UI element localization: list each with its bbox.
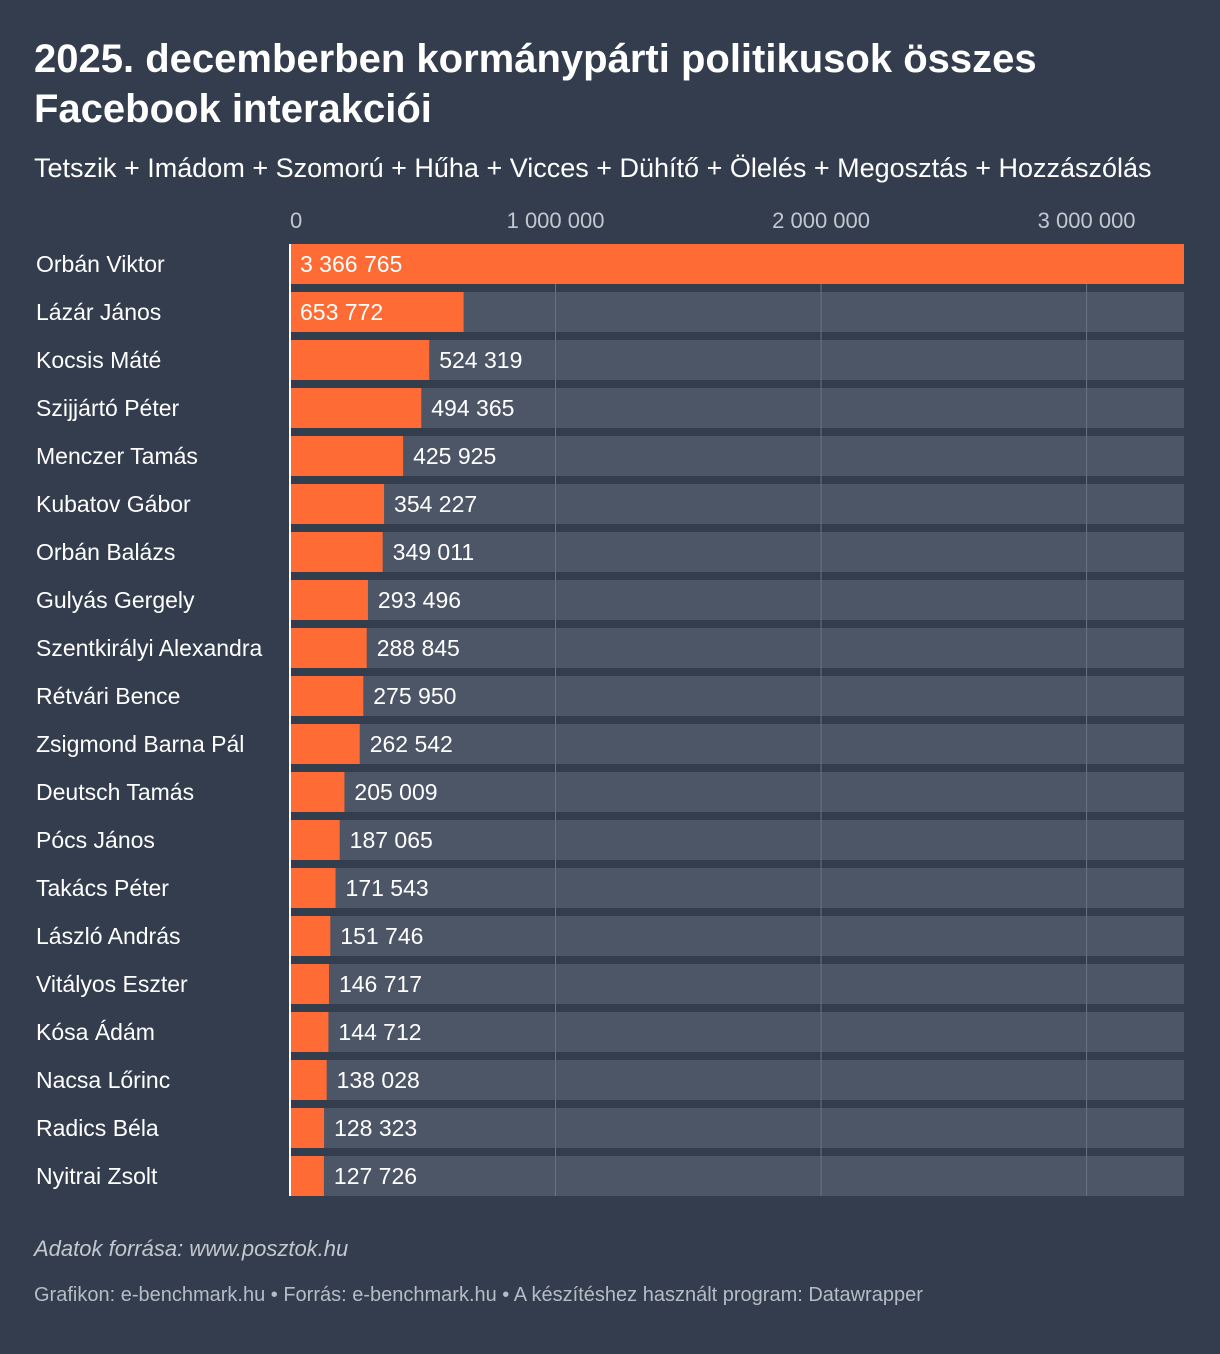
category-label: Szijjártó Péter [36, 395, 180, 421]
bar [290, 868, 336, 908]
value-label: 171 543 [346, 875, 429, 901]
bar [290, 1012, 329, 1052]
value-label: 146 717 [339, 971, 422, 997]
bar [290, 916, 331, 956]
value-label: 288 845 [377, 635, 460, 661]
category-label: Zsigmond Barna Pál [36, 731, 244, 757]
bar-track [290, 436, 1184, 476]
category-label: Lázár János [36, 299, 161, 325]
bar [290, 964, 329, 1004]
bar [290, 580, 368, 620]
bar [290, 676, 364, 716]
category-label: Nacsa Lőrinc [36, 1067, 170, 1093]
bar [290, 724, 360, 764]
bar-track [290, 916, 1184, 956]
bar [290, 340, 430, 380]
bar-track [290, 724, 1184, 764]
value-label: 275 950 [373, 683, 456, 709]
category-label: Orbán Viktor [36, 251, 165, 277]
category-label: Vitályos Eszter [36, 971, 188, 997]
value-label: 128 323 [334, 1115, 417, 1141]
value-label: 354 227 [394, 491, 477, 517]
bar-track [290, 580, 1184, 620]
bar-track [290, 1060, 1184, 1100]
value-label: 144 712 [338, 1019, 421, 1045]
category-label: Menczer Tamás [36, 443, 198, 469]
bar [290, 628, 367, 668]
bar-chart: 0 1 000 000 2 000 000 3 000 000 Orbán Viktor… [36, 208, 1184, 1196]
category-label: Kocsis Máté [36, 347, 161, 373]
bar [290, 772, 345, 812]
chart-title: 2025. decemberben kormánypárti politikus… [34, 37, 1037, 131]
bar [290, 484, 385, 524]
bar [290, 244, 1184, 284]
category-label: Pócs János [36, 827, 155, 853]
bar-track [290, 532, 1184, 572]
value-label: 262 542 [370, 731, 453, 757]
value-label: 3 366 765 [300, 251, 402, 277]
bar-track [290, 868, 1184, 908]
value-label: 293 496 [378, 587, 461, 613]
category-label: Takács Péter [36, 875, 169, 901]
bar [290, 1060, 327, 1100]
bar [290, 1156, 324, 1196]
bar [290, 532, 383, 572]
bar-track [290, 820, 1184, 860]
category-label: Kubatov Gábor [36, 491, 191, 517]
x-tick-label: 1 000 000 [507, 208, 605, 233]
x-tick-label: 3 000 000 [1038, 208, 1136, 233]
value-label: 187 065 [350, 827, 433, 853]
bar [290, 1108, 325, 1148]
bar-track [290, 1108, 1184, 1148]
category-label: Orbán Balázs [36, 539, 175, 565]
bar-track [290, 676, 1184, 716]
value-label: 127 726 [334, 1163, 417, 1189]
category-label: Kósa Ádám [36, 1019, 155, 1045]
bar [290, 820, 340, 860]
category-label: Radics Béla [36, 1115, 159, 1141]
x-tick-label: 2 000 000 [772, 208, 870, 233]
bar-track [290, 964, 1184, 1004]
category-label: László András [36, 923, 180, 949]
category-label: Szentkirályi Alexandra [36, 635, 262, 661]
bar [290, 388, 422, 428]
bar-track [290, 1012, 1184, 1052]
value-label: 151 746 [340, 923, 423, 949]
category-label: Rétvári Bence [36, 683, 180, 709]
bar-track [290, 340, 1184, 380]
value-label: 425 925 [413, 443, 496, 469]
bar [290, 292, 464, 332]
value-label: 138 028 [337, 1067, 420, 1093]
category-label: Gulyás Gergely [36, 587, 195, 613]
x-tick-label: 0 [290, 208, 302, 233]
bar-track [290, 484, 1184, 524]
bar-track [290, 772, 1184, 812]
credit-line: Grafikon: e-benchmark.hu • Forrás: e-ben… [34, 1284, 923, 1306]
bar-track [290, 628, 1184, 668]
value-label: 524 319 [439, 347, 522, 373]
chart-subtitle: Tetszik + Imádom + Szomorú + Hűha + Vicc… [34, 153, 1152, 183]
value-label: 653 772 [300, 299, 383, 325]
category-label: Nyitrai Zsolt [36, 1163, 158, 1189]
value-label: 349 011 [393, 539, 474, 565]
value-label: 494 365 [431, 395, 514, 421]
bar-track [290, 1156, 1184, 1196]
value-label: 205 009 [354, 779, 437, 805]
category-label: Deutsch Tamás [36, 779, 194, 805]
bar [290, 436, 404, 476]
bar-track [290, 388, 1184, 428]
data-source-note: Adatok forrása: www.posztok.hu [34, 1236, 349, 1261]
